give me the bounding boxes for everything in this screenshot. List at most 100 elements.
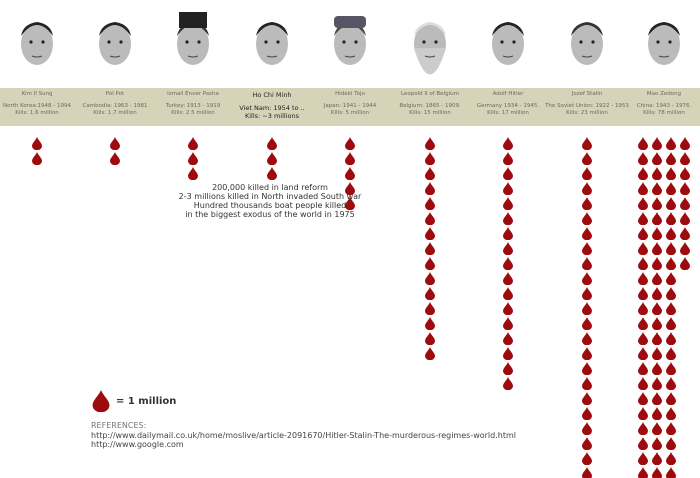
blood-drop: [425, 285, 435, 301]
blood-drop: [652, 375, 662, 391]
leader-line2: Kills: 78 million: [643, 110, 685, 116]
blood-drop: [652, 435, 662, 451]
blood-drop: [652, 465, 662, 478]
references: REFERENCES: http://www.dailymail.co.uk/h…: [91, 421, 516, 450]
blood-drop: [652, 195, 662, 211]
blood-drop: [582, 180, 592, 196]
blood-drop: [582, 465, 592, 478]
note-line: 200,000 killed in land reform: [212, 183, 328, 192]
blood-drop: [582, 285, 592, 301]
blood-drop: [638, 315, 648, 331]
blood-drop: [503, 330, 513, 346]
leader-name: Ho Chi Minh: [252, 91, 292, 99]
blood-drop: [503, 315, 513, 331]
leader-line2: Kills: 5 million: [330, 110, 370, 116]
reference-link[interactable]: http://www.google.com: [91, 440, 184, 449]
blood-drop: [666, 210, 676, 226]
blood-drop: [638, 180, 648, 196]
leader-label: Mao Zedong China: 1943 - 1976. Kills: 78 m…: [621, 91, 700, 117]
leader-label: Jozef Stalin The Soviet Union: 1922 - 195…: [544, 91, 630, 117]
blood-drop: [638, 345, 648, 361]
leader-line1: The Soviet Union: 1922 - 1953: [545, 103, 629, 109]
blood-drop: [638, 450, 648, 466]
blood-drop: [582, 165, 592, 181]
portrait: [85, 6, 145, 86]
blood-drop: [680, 240, 690, 256]
blood-drop: [582, 420, 592, 436]
leader-label: Leopold II of Belgium Belgium: 1865 - 190…: [387, 91, 473, 117]
leader-name: Ismail Enver Pasha: [167, 91, 219, 97]
blood-drop: [666, 300, 676, 316]
blood-drop: [503, 375, 513, 391]
blood-drop: [666, 240, 676, 256]
blood-drop: [680, 195, 690, 211]
leader-line1: China: 1943 - 1976.: [636, 103, 692, 109]
blood-drop: [666, 435, 676, 451]
blood-drop: [503, 210, 513, 226]
blood-drop: [345, 180, 355, 196]
blood-drop: [638, 390, 648, 406]
blood-drop: [652, 255, 662, 271]
blood-drop: [638, 225, 648, 241]
blood-drop: [652, 390, 662, 406]
blood-drop: [666, 255, 676, 271]
blood-drop: [582, 405, 592, 421]
references-heading: REFERENCES:: [91, 421, 147, 430]
blood-drop: [110, 135, 120, 151]
blood-drop: [345, 195, 355, 211]
blood-drop: [638, 360, 648, 376]
blood-drop: [503, 180, 513, 196]
blood-drop: [638, 210, 648, 226]
blood-drop: [110, 150, 120, 166]
leader-line2: Kills: 23 million: [566, 110, 608, 116]
blood-drop: [666, 360, 676, 376]
blood-drop: [652, 135, 662, 151]
blood-drop: [666, 165, 676, 181]
label-band: [0, 88, 700, 126]
leader-line2: Kills: 15 million: [409, 110, 451, 116]
leader-label: Adolf Hitler Germany 1934 - 1945. Kills: 1…: [465, 91, 551, 117]
blood-drop: [425, 180, 435, 196]
blood-drop: [425, 315, 435, 331]
blood-drop: [503, 300, 513, 316]
blood-drop: [680, 135, 690, 151]
blood-drop: [652, 180, 662, 196]
blood-drop: [652, 225, 662, 241]
reference-link[interactable]: http://www.dailymail.co.uk/home/moslive/…: [91, 430, 516, 440]
blood-drop: [503, 360, 513, 376]
blood-drop: [638, 435, 648, 451]
blood-drop: [652, 420, 662, 436]
blood-drop: [638, 150, 648, 166]
blood-drop: [345, 135, 355, 151]
leader-label: Ho Chi Minh Viet Nam: 1954 to .. Kills: ~3…: [229, 91, 315, 120]
blood-drop: [425, 345, 435, 361]
blood-drop: [666, 150, 676, 166]
blood-drop: [652, 150, 662, 166]
blood-drop: [652, 165, 662, 181]
note-line: 2-3 millions killed in North invaded Sou…: [178, 192, 362, 201]
blood-drop: [188, 135, 198, 151]
blood-drop: [503, 165, 513, 181]
blood-drop: [638, 330, 648, 346]
blood-drop: [503, 135, 513, 151]
blood-drop: [666, 180, 676, 196]
blood-drop: [425, 255, 435, 271]
portrait: [7, 6, 67, 86]
blood-drop: [666, 450, 676, 466]
blood-drop: [666, 375, 676, 391]
blood-drop: [345, 165, 355, 181]
blood-drop: [425, 135, 435, 151]
leader-name: Leopold II of Belgium: [401, 91, 459, 97]
legend: = 1 million: [92, 390, 176, 412]
leader-name: Kim Il Sung: [21, 91, 53, 97]
blood-drop: [425, 240, 435, 256]
leader-line1: Japan: 1941 - 1944: [323, 103, 377, 109]
blood-drop: [425, 165, 435, 181]
blood-drop: [503, 225, 513, 241]
leader-name: Pol Pot: [105, 91, 125, 97]
blood-drop: [652, 210, 662, 226]
blood-drop: [666, 465, 676, 478]
blood-drop: [503, 150, 513, 166]
blood-drop: [638, 240, 648, 256]
